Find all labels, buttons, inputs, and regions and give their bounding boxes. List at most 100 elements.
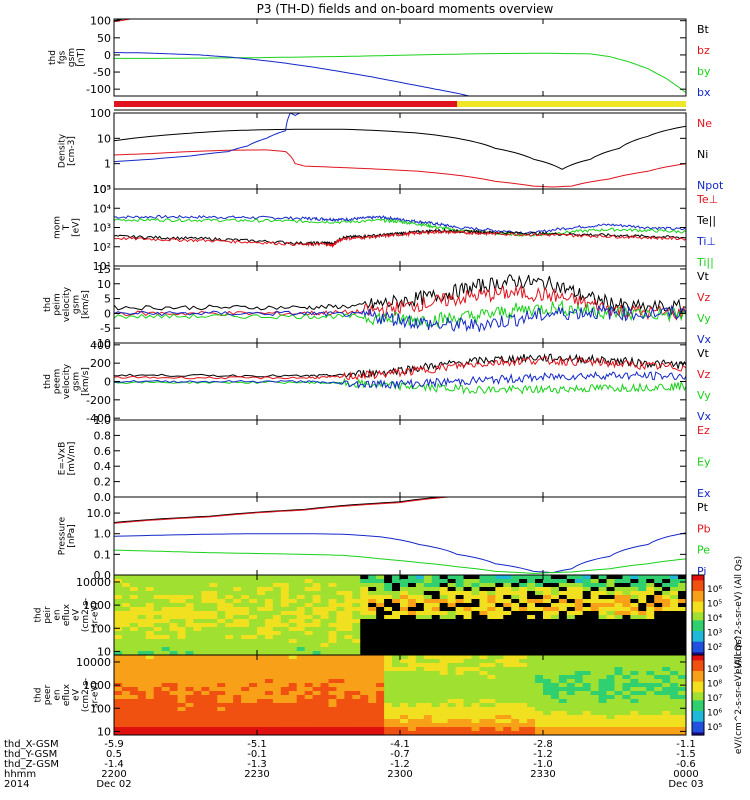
spectrogram-cell bbox=[606, 603, 616, 608]
spectrogram-cell bbox=[487, 603, 496, 608]
spectrogram-cell bbox=[249, 639, 258, 644]
spectrogram-cell bbox=[225, 619, 234, 624]
spectrogram-cell bbox=[455, 711, 465, 716]
spectrogram-cell bbox=[328, 643, 338, 648]
spectrogram-cell bbox=[511, 659, 520, 664]
spectrogram-cell bbox=[241, 603, 250, 608]
spectrogram-cell bbox=[455, 639, 465, 644]
spectrogram-cell bbox=[400, 643, 409, 648]
spectrogram-cell bbox=[264, 643, 274, 648]
spectrogram-cell bbox=[622, 627, 631, 632]
spectrogram-cell bbox=[129, 731, 139, 735]
spectrogram-cell bbox=[630, 679, 639, 684]
spectrogram-cell bbox=[352, 607, 361, 612]
spectrogram-cell bbox=[392, 647, 401, 652]
spectrogram-cell bbox=[479, 675, 488, 680]
spectrogram-cell bbox=[678, 591, 686, 596]
spectrogram-cell bbox=[447, 695, 457, 700]
spectrogram-cell bbox=[264, 611, 274, 616]
spectrogram-cell bbox=[614, 679, 624, 684]
legend-entry: Ex bbox=[697, 487, 711, 500]
spectrogram-cell bbox=[336, 715, 345, 720]
spectrogram-cell bbox=[535, 663, 544, 668]
spectrogram-cell bbox=[288, 615, 298, 620]
spectrogram-cell bbox=[169, 623, 179, 628]
spectrogram-cell bbox=[415, 655, 425, 660]
spectrogram-cell bbox=[161, 583, 171, 588]
spectrogram-cell bbox=[296, 679, 306, 684]
spectrogram-cell bbox=[622, 655, 631, 660]
spectrogram-cell bbox=[336, 707, 345, 712]
spectrogram-cell bbox=[137, 631, 147, 636]
spectrogram-cell bbox=[606, 631, 616, 636]
spectrogram-cell bbox=[225, 671, 234, 676]
spectrogram-cell bbox=[646, 595, 655, 600]
spectrogram-cell bbox=[582, 619, 592, 624]
spectrogram-cell bbox=[590, 635, 600, 640]
spectrogram-cell bbox=[622, 715, 631, 720]
spectrogram-cell bbox=[320, 719, 330, 724]
spectrogram-cell bbox=[479, 683, 488, 688]
spectrogram-cell bbox=[249, 663, 258, 668]
spectrogram-cell bbox=[511, 615, 520, 620]
spectrogram-cell bbox=[503, 727, 512, 732]
spectrogram-cell bbox=[574, 687, 584, 692]
spectrogram-cell bbox=[392, 711, 401, 716]
spectrogram-cell bbox=[209, 603, 218, 608]
spectrogram-cell bbox=[678, 707, 686, 712]
spectrogram-cell bbox=[304, 683, 314, 688]
spectrogram-cell bbox=[400, 579, 409, 584]
spectrogram-cell bbox=[558, 663, 568, 668]
spectrogram-cell bbox=[225, 663, 234, 668]
spectrogram-cell bbox=[638, 711, 647, 716]
y-tick-label: 10.0 bbox=[87, 507, 112, 520]
spectrogram-cell bbox=[471, 707, 481, 712]
spectrogram-cell bbox=[582, 695, 592, 700]
spectrogram-cell bbox=[161, 619, 171, 624]
y-tick-label: 0 bbox=[104, 307, 111, 320]
spectrogram-cell bbox=[193, 639, 202, 644]
spectrogram-cell bbox=[129, 587, 139, 592]
spectrogram-cell bbox=[630, 707, 639, 712]
y-axis-label-line: gsm bbox=[72, 295, 82, 314]
spectrogram-cell bbox=[272, 603, 282, 608]
spectrogram-cell bbox=[638, 579, 647, 584]
spectrogram-cell bbox=[288, 579, 298, 584]
spectrogram-cell bbox=[590, 699, 600, 704]
spectrogram-cell bbox=[590, 703, 600, 708]
colorbar-cell bbox=[692, 684, 704, 688]
spectrogram-cell bbox=[471, 611, 481, 616]
spectrogram-cell bbox=[487, 579, 496, 584]
spectrogram-cell bbox=[543, 695, 552, 700]
spectrogram-cell bbox=[622, 719, 631, 724]
spectrogram-cell bbox=[670, 611, 679, 616]
spectrogram-cell bbox=[431, 627, 441, 632]
spectrogram-cell bbox=[304, 599, 314, 604]
spectrogram-cell bbox=[320, 607, 330, 612]
spectrogram-cell bbox=[114, 595, 123, 600]
spectrogram-cell bbox=[574, 663, 584, 668]
colorbar-cell bbox=[692, 641, 704, 645]
spectrogram-cell bbox=[296, 591, 306, 596]
spectrogram-cell bbox=[638, 699, 647, 704]
spectrogram-cell bbox=[527, 615, 536, 620]
spectrogram-cell bbox=[376, 615, 385, 620]
spectrogram-cell bbox=[678, 675, 686, 680]
spectrogram-cell bbox=[169, 575, 179, 580]
spectrogram-cell bbox=[233, 591, 242, 596]
spectrogram-cell bbox=[288, 703, 298, 708]
spectrogram-cell bbox=[384, 575, 393, 580]
spectrogram-cell bbox=[670, 647, 679, 652]
spectrogram-cell bbox=[368, 663, 377, 668]
spectrogram-cell bbox=[280, 683, 290, 688]
y-tick-label: -400 bbox=[86, 412, 111, 425]
colorbar-label: eV/(cm^2-s-sr-eV) (All Qs) bbox=[734, 636, 744, 754]
spectrogram-cell bbox=[495, 719, 504, 724]
spectrogram-cell bbox=[590, 627, 600, 632]
colorbar-cell bbox=[692, 609, 704, 613]
spectrogram-cell bbox=[161, 611, 171, 616]
spectrogram-cell bbox=[288, 603, 298, 608]
spectrogram-cell bbox=[384, 631, 393, 636]
spectrogram-cell bbox=[280, 627, 290, 632]
spectrogram-cell bbox=[201, 623, 210, 628]
